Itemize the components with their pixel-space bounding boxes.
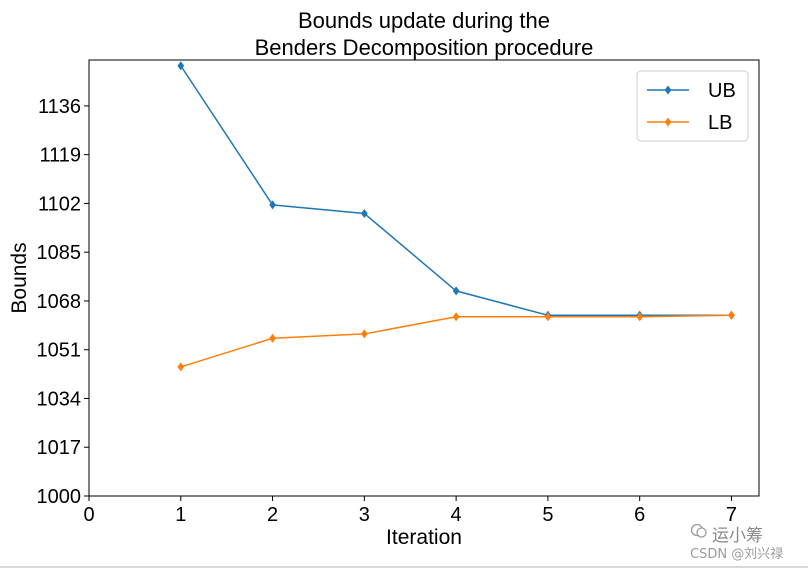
data-point [269,333,276,343]
data-point [360,208,368,218]
plot-area [88,59,760,497]
y-axis: 1000 1017 1034 1051 1068 1085 1102 1119 1136 [37,96,89,508]
data-point [636,312,644,322]
y-tick-label: 1119 [39,145,81,167]
x-tick-label: 0 [83,504,94,526]
data-point [269,200,276,210]
series-lb [177,310,735,372]
legend-marker [664,117,672,127]
y-tick-label: 1068 [37,291,82,313]
y-tick-label: 1085 [37,242,82,264]
data-point [544,312,552,322]
data-point [452,312,460,322]
chart-title-line: Benders Decomposition procedure [255,35,594,60]
x-tick-label: 7 [726,504,737,526]
legend-label: LB [708,112,732,134]
data-point [452,286,460,296]
x-tick-label: 6 [634,504,645,526]
chart-title-line: Bounds update during the [298,8,550,33]
y-tick-label: 1102 [38,193,81,215]
y-tick-label: 1017 [37,437,82,459]
x-tick-label: 5 [542,504,553,526]
legend: UB LB [636,70,749,142]
legend-marker [664,85,672,95]
legend-box [636,70,749,142]
y-tick-label: 1051 [37,340,82,362]
y-axis-label: Bounds [8,242,31,313]
x-tick-label: 2 [267,504,278,526]
series-line [180,314,732,368]
x-tick-label: 3 [359,504,370,526]
watermark-brand: 运小筹 [712,526,763,546]
legend-item-lb: LB [647,112,732,134]
legend-item-ub: UB [647,80,736,102]
data-point [177,362,185,372]
x-axis-label: Iteration [386,526,462,549]
data-point [177,61,185,71]
series-group [177,61,735,372]
y-tick-label: 1034 [37,388,82,410]
wechat-logo-icon [690,523,707,538]
data-point [728,310,735,320]
x-tick-label: 4 [451,504,462,526]
y-tick-label: 1000 [37,486,82,508]
watermark-source: CSDN @刘兴禄 [690,547,784,562]
data-point [360,329,368,339]
legend-label: UB [708,80,736,102]
y-tick-label: 1136 [38,96,81,118]
bottom-divider [0,566,808,568]
x-axis: 0 1 2 3 4 5 6 7 [83,496,737,526]
x-tick-label: 1 [175,504,186,526]
